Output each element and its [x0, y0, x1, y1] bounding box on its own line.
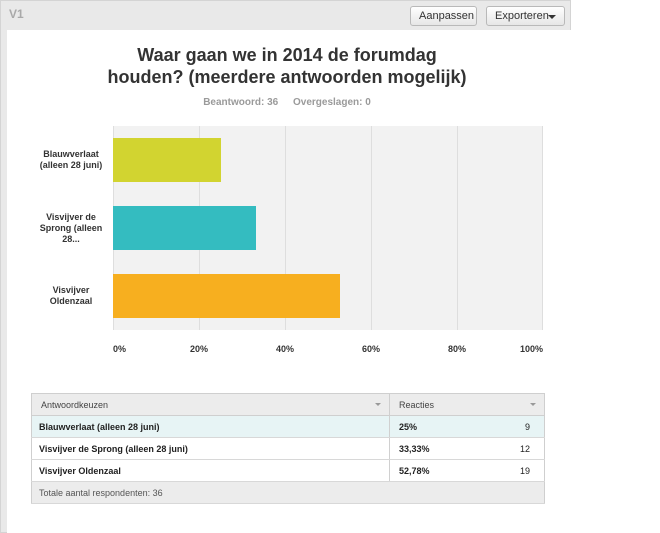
column-header-responses[interactable]: Reacties: [389, 393, 545, 416]
table-header-row: Antwoordkeuzen Reacties: [31, 393, 545, 416]
response-percent: 52,78%: [389, 459, 485, 482]
y-category-label: Visvijver Oldenzaal: [49, 285, 93, 306]
response-count: 19: [484, 459, 545, 482]
chart-bar[interactable]: [113, 138, 221, 182]
x-tick-label: 0%: [113, 344, 127, 354]
gridline: [285, 126, 286, 330]
response-percent: 25%: [389, 415, 485, 438]
export-button[interactable]: Exporteren: [486, 6, 565, 26]
sort-icon: [530, 403, 536, 406]
answer-choice: Visvijver Oldenzaal: [31, 459, 390, 482]
column-header-responses-label: Reacties: [399, 399, 435, 410]
total-respondents: Totale aantal respondenten: 36: [31, 481, 545, 504]
response-count: 9: [484, 415, 545, 438]
x-tick-label: 100%: [520, 344, 544, 354]
answer-choice: Visvijver de Sprong (alleen 28 juni): [31, 437, 390, 460]
question-title-line-1: Waar gaan we in 2014 de forumdag: [137, 45, 437, 65]
table-row: Blauwverlaat (alleen 28 juni) 25% 9: [31, 415, 545, 438]
export-button-label: Exporteren: [495, 10, 549, 22]
customize-button[interactable]: Aanpassen: [410, 6, 477, 26]
chart-bar[interactable]: [113, 206, 256, 250]
x-tick-label: 40%: [276, 344, 295, 354]
answer-choice: Blauwverlaat (alleen 28 juni): [31, 415, 390, 438]
table-footer-row: Totale aantal respondenten: 36: [31, 481, 545, 504]
chevron-down-icon: [548, 15, 556, 19]
x-tick-label: 60%: [362, 344, 381, 354]
column-header-choices-label: Antwoordkeuzen: [41, 399, 109, 410]
gridline: [457, 126, 458, 330]
version-label: V1: [9, 7, 24, 21]
table-row: Visvijver de Sprong (alleen 28 juni) 33,…: [31, 437, 545, 460]
question-title-line-2: houden? (meerdere antwoorden mogelijk): [107, 67, 467, 87]
sort-icon: [375, 403, 381, 406]
question-card: Waar gaan we in 2014 de forumdag houden?…: [7, 30, 571, 533]
y-category-label: Visvijver de Sprong (alleen 28...: [39, 211, 103, 244]
skipped-count: Overgeslagen: 0: [292, 97, 371, 108]
gridline: [542, 126, 543, 330]
results-panel: V1 Aanpassen Exporteren Waar gaan we in …: [0, 0, 571, 533]
x-tick-label: 20%: [190, 344, 209, 354]
response-count: 12: [484, 437, 545, 460]
x-tick-label: 80%: [448, 344, 467, 354]
response-percent: 33,33%: [389, 437, 485, 460]
table-row: Visvijver Oldenzaal 52,78% 19: [31, 459, 545, 482]
chart-plot-area: [113, 126, 543, 330]
answered-count: Beantwoord: 36: [203, 97, 279, 108]
column-header-choices[interactable]: Antwoordkeuzen: [31, 393, 390, 416]
y-category-label: Blauwverlaat (alleen 28 juni): [39, 149, 103, 170]
chart-bar[interactable]: [113, 274, 340, 318]
panel-toolbar: V1 Aanpassen Exporteren: [1, 1, 570, 29]
question-title: Waar gaan we in 2014 de forumdag houden?…: [7, 44, 567, 88]
gridline: [371, 126, 372, 330]
results-table: Antwoordkeuzen Reacties Blauwverlaat (al…: [31, 393, 545, 504]
response-stats: Beantwoord: 36 Overgeslagen: 0: [7, 97, 567, 108]
